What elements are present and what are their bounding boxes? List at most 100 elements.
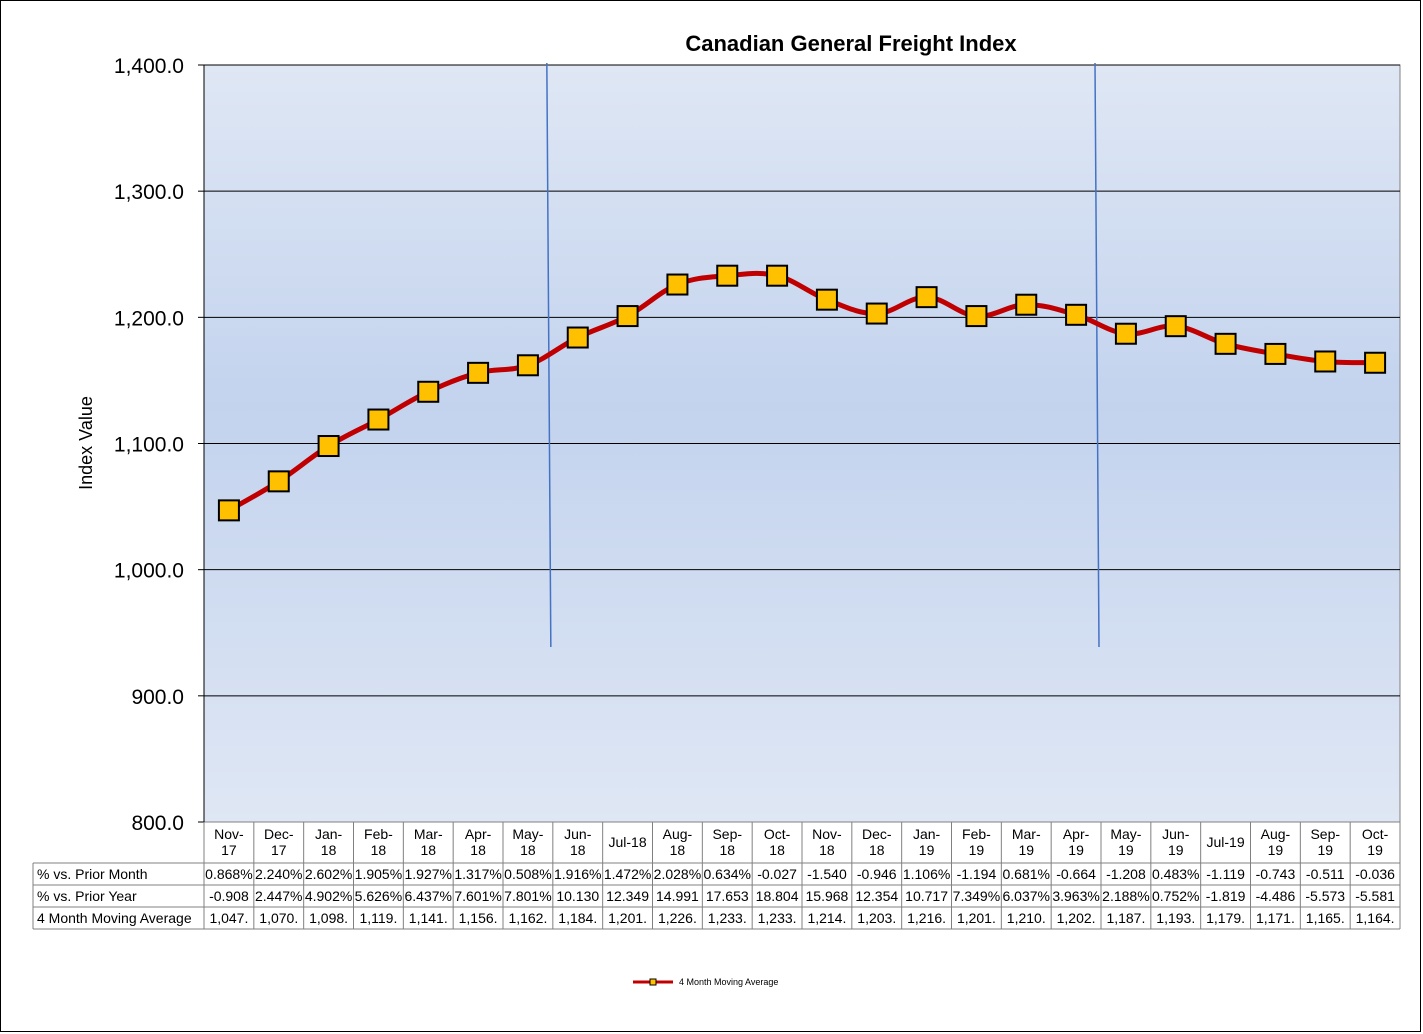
- data-point: [666, 273, 689, 296]
- table-cell: 7.349%: [953, 888, 1000, 904]
- table-cell: 1,156.: [459, 910, 498, 926]
- y-tick-label: 1,400.0: [114, 55, 184, 78]
- table-cell: 1,202.: [1057, 910, 1096, 926]
- table-cell: 18.804: [756, 888, 799, 904]
- table-cell: 1.472%: [604, 866, 651, 882]
- y-tick-label: 800.0: [131, 812, 184, 835]
- table-cell: 15.968: [806, 888, 849, 904]
- table-cell: -1.540: [807, 866, 847, 882]
- table-cell: 5.626%: [355, 888, 402, 904]
- table-cell: 1,233.: [708, 910, 747, 926]
- data-point: [865, 302, 888, 325]
- data-point: [317, 435, 340, 458]
- table-cell: 1.106%: [903, 866, 950, 882]
- table-cell: 1,141.: [409, 910, 448, 926]
- data-point: [915, 286, 938, 309]
- y-tick-label: 1,000.0: [114, 560, 184, 583]
- x-tick-label: Mar-18: [414, 826, 443, 858]
- table-cell: -4.486: [1256, 888, 1296, 904]
- table-cell: 2.188%: [1102, 888, 1149, 904]
- data-point: [367, 408, 390, 431]
- table-cell: 1,070.: [259, 910, 298, 926]
- table-cell: 1,162.: [508, 910, 547, 926]
- x-tick-label: Jun-18: [564, 826, 592, 858]
- table-cell: -0.743: [1256, 866, 1296, 882]
- x-tick-label: Dec-17: [264, 826, 294, 858]
- data-table: Nov-17 Dec-17 Jan-18 Feb-18 Mar-18 Apr-18 May-…: [32, 822, 1401, 930]
- legend: 4 Month Moving Average: [633, 977, 778, 987]
- table-cell: 1,119.: [359, 910, 397, 926]
- table-cell: -1.119: [1206, 866, 1245, 882]
- table-cell: -5.581: [1355, 888, 1395, 904]
- table-cell: 1,184.: [558, 910, 597, 926]
- data-point: [1065, 303, 1088, 326]
- table-cell: -1.208: [1106, 866, 1146, 882]
- table-cell: -0.946: [857, 866, 897, 882]
- table-cell: 7.601%: [454, 888, 501, 904]
- table-cell: 7.801%: [504, 888, 551, 904]
- data-point: [516, 354, 539, 377]
- table-cell: -0.511: [1306, 866, 1345, 882]
- table-row-label: % vs. Prior Year: [37, 888, 137, 904]
- table-cell: 12.354: [855, 888, 898, 904]
- x-tick-label: Oct-18: [764, 826, 791, 858]
- table-cell: 0.681%: [1003, 866, 1050, 882]
- x-tick-label: Nov-18: [812, 826, 842, 858]
- table-cell: 1,164.: [1356, 910, 1395, 926]
- table-cell: -0.908: [209, 888, 249, 904]
- x-tick-label: Dec-18: [862, 826, 892, 858]
- y-axis-label: Index Value: [76, 396, 96, 490]
- table-cell: -1.819: [1206, 888, 1246, 904]
- x-tick-label: Sep-19: [1310, 826, 1340, 858]
- table-cell: -1.194: [957, 866, 997, 882]
- y-tick-label: 1,300.0: [114, 181, 184, 204]
- data-point: [566, 326, 589, 349]
- y-axis-ticks: 800.0 900.0 1,000.0 1,100.0 1,200.0 1,300.0 1,…: [114, 55, 205, 835]
- data-point: [467, 361, 490, 384]
- x-tick-label: Apr-19: [1063, 826, 1090, 858]
- table-cell: 1,098.: [309, 910, 348, 926]
- x-tick-label: Mar-19: [1012, 826, 1041, 858]
- x-tick-label: Apr-18: [465, 826, 492, 858]
- data-point: [1314, 350, 1337, 373]
- table-cell: 1,226.: [658, 910, 697, 926]
- legend-label: 4 Month Moving Average: [679, 977, 778, 987]
- data-point: [815, 288, 838, 311]
- table-cell: 2.447%: [255, 888, 302, 904]
- table-cell: -0.027: [757, 866, 797, 882]
- x-tick-label: Jun-19: [1162, 826, 1190, 858]
- table-cell: 1,201.: [608, 910, 647, 926]
- table-row-label: 4 Month Moving Average: [37, 910, 192, 926]
- table-cell: 1,171.: [1256, 910, 1295, 926]
- table-cell: 1.905%: [355, 866, 402, 882]
- table-cell: 0.634%: [704, 866, 751, 882]
- table-cell: 1,201.: [957, 910, 996, 926]
- table-cell: 0.868%: [205, 866, 252, 882]
- table-cell: 6.437%: [405, 888, 452, 904]
- table-cell: 14.991: [656, 888, 699, 904]
- legend-marker: [649, 978, 657, 986]
- data-point: [417, 380, 440, 403]
- table-cell: 2.240%: [255, 866, 302, 882]
- table-cell: 1.317%: [454, 866, 501, 882]
- table-cell: 12.349: [606, 888, 649, 904]
- x-tick-label: Nov-17: [214, 826, 244, 858]
- table-cell: 0.483%: [1152, 866, 1199, 882]
- series-4-month-moving-average: [217, 264, 1387, 522]
- x-tick-label: Aug-19: [1261, 826, 1291, 858]
- table-cell: 10.130: [556, 888, 599, 904]
- table-cell: 1.927%: [405, 866, 452, 882]
- table-cell: 1,233.: [758, 910, 797, 926]
- data-point: [267, 470, 290, 493]
- table-cell: 3.963%: [1052, 888, 1099, 904]
- y-tick-label: 900.0: [131, 686, 184, 709]
- data-point: [1214, 332, 1237, 355]
- table-cell: 1,214.: [807, 910, 846, 926]
- table-cell: 17.653: [706, 888, 749, 904]
- x-tick-label: Jul-19: [1207, 834, 1245, 850]
- y-tick-label: 1,100.0: [114, 434, 184, 457]
- data-point: [965, 305, 988, 328]
- x-tick-label: Feb-18: [364, 826, 393, 858]
- x-tick-label: Feb-19: [962, 826, 991, 858]
